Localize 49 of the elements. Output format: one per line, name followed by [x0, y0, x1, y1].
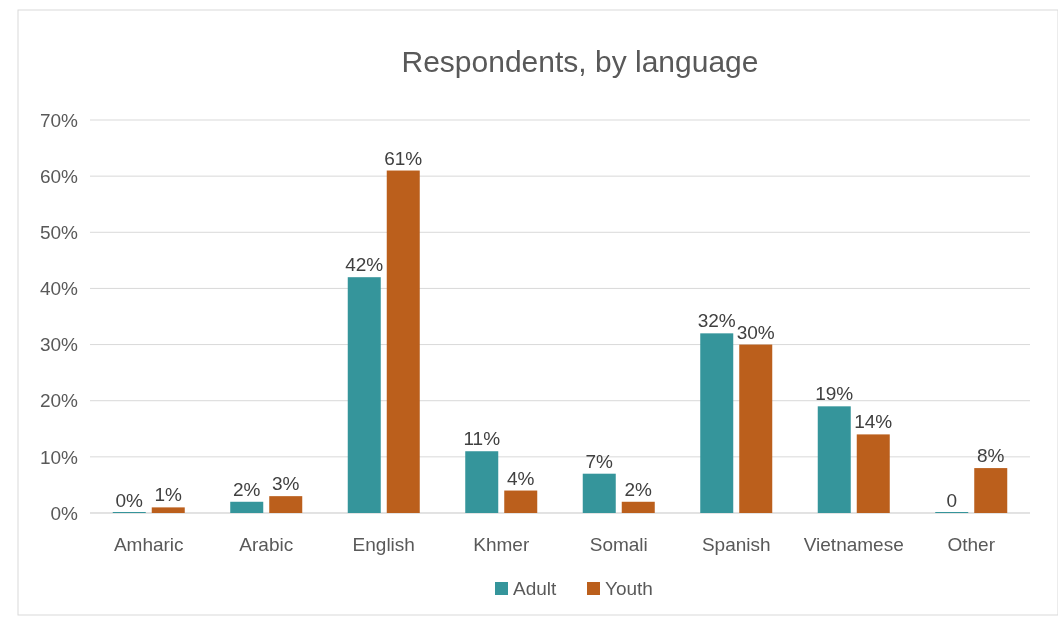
- legend-label: Adult: [513, 578, 558, 599]
- bar: [817, 406, 851, 513]
- y-tick-label: 10%: [39, 446, 79, 468]
- bar: [856, 434, 890, 513]
- data-label: 32%: [697, 310, 736, 332]
- data-label: 14%: [854, 411, 893, 433]
- bar: [386, 170, 420, 513]
- bar: [151, 507, 185, 513]
- bar: [465, 451, 499, 513]
- y-tick-label: 0%: [50, 502, 79, 524]
- bar: [700, 333, 734, 513]
- data-label: 2%: [624, 478, 653, 500]
- data-label: 0%: [115, 490, 144, 511]
- chart-title: Respondents, by language: [401, 45, 759, 78]
- bar: [347, 277, 381, 513]
- data-label: 19%: [815, 383, 854, 405]
- y-tick-label: 40%: [39, 278, 79, 300]
- data-label: 30%: [736, 321, 775, 343]
- data-label: 0: [946, 490, 958, 511]
- y-tick-label: 30%: [39, 334, 79, 356]
- data-label: 8%: [977, 445, 1005, 467]
- y-tick-label: 50%: [39, 221, 79, 243]
- bar: [230, 501, 264, 513]
- data-label: 4%: [507, 467, 535, 489]
- bar: [269, 496, 303, 513]
- data-label: 1%: [154, 484, 183, 506]
- data-label: 7%: [585, 450, 614, 472]
- bar: [974, 468, 1008, 513]
- bar: [739, 344, 773, 513]
- legend-label: Youth: [605, 578, 653, 599]
- data-label: 2%: [233, 478, 261, 500]
- data-label: 11%: [463, 428, 501, 450]
- data-label: 61%: [384, 147, 423, 169]
- x-tick-label: Somali: [589, 534, 648, 555]
- data-label: 42%: [345, 254, 384, 276]
- x-tick-label: Vietnamese: [803, 534, 904, 555]
- x-tick-label: English: [352, 534, 415, 555]
- y-tick-label: 70%: [39, 109, 79, 131]
- x-tick-label: Other: [947, 534, 996, 555]
- x-tick-label: Spanish: [701, 534, 771, 555]
- bar: [504, 490, 538, 513]
- x-tick-label: Khmer: [473, 534, 530, 555]
- bar: [582, 473, 616, 513]
- bar: [621, 501, 655, 513]
- y-tick-label: 20%: [39, 390, 79, 412]
- x-tick-label: Amharic: [113, 534, 184, 555]
- y-tick-label: 60%: [39, 165, 79, 187]
- data-label: 3%: [272, 473, 300, 495]
- x-tick-label: Arabic: [239, 534, 294, 555]
